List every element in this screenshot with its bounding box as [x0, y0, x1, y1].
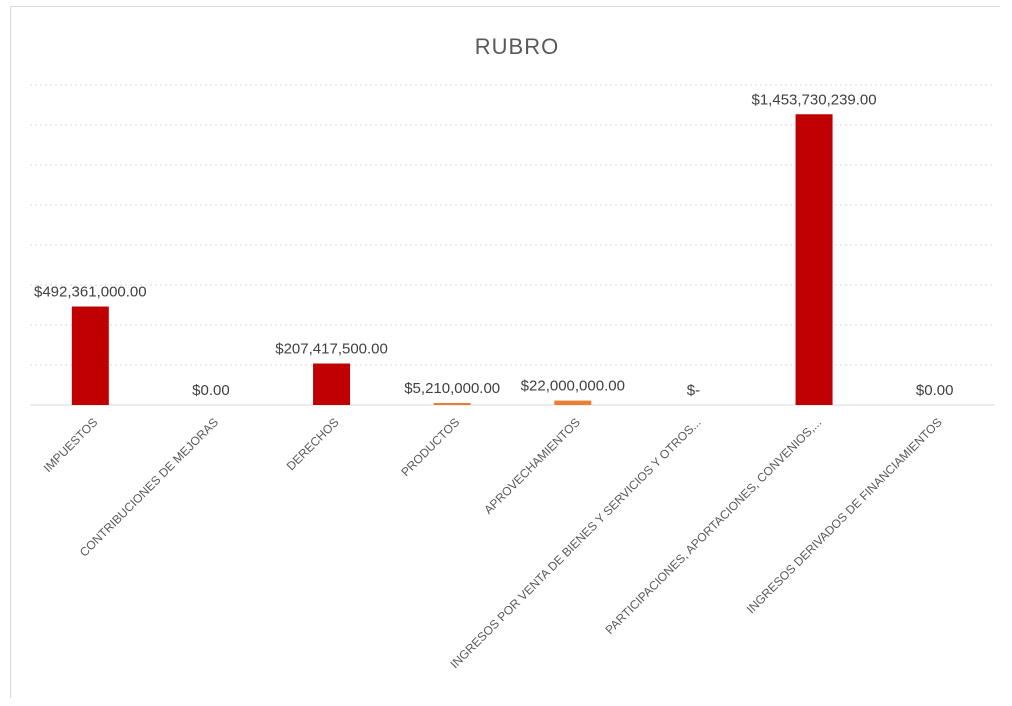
data-label: $207,417,500.00	[275, 341, 388, 358]
bar	[554, 400, 592, 405]
x-tick-label: IMPUESTOS	[41, 415, 101, 475]
x-tick-label: CONTRIBUCIONES DE MEJORAS	[77, 415, 221, 559]
bar	[313, 363, 351, 405]
x-tick-label: INGRESOS POR VENTA DE BIENES Y SERVICIOS…	[448, 415, 704, 671]
data-label: $1,453,730,239.00	[752, 91, 877, 108]
x-tick-label: PRODUCTOS	[398, 415, 462, 479]
data-label: $22,000,000.00	[521, 378, 625, 395]
data-labels: $492,361,000.00 $0.00 $207,417,500.00 $5,21…	[34, 91, 953, 399]
bar	[795, 114, 833, 405]
data-label: $-	[687, 382, 700, 399]
chart-title: RUBRO	[475, 34, 559, 59]
bars	[71, 114, 833, 405]
x-tick-label: INGRESOS DERIVADOS DE FINANCIAMIENTOS	[744, 415, 945, 616]
gridlines	[30, 84, 995, 406]
x-tick-label: DERECHOS	[284, 415, 342, 473]
x-tick-label: PARTICIPACIONES, APORTACIONES, CONVENIOS…	[602, 415, 824, 637]
x-tick-label: APROVECHAMIENTOS	[481, 415, 583, 517]
chart-frame	[10, 6, 1000, 698]
data-label: $0.00	[192, 382, 230, 399]
data-label: $492,361,000.00	[34, 284, 147, 301]
bar	[71, 306, 109, 405]
data-label: $5,210,000.00	[404, 380, 500, 397]
data-label: $0.00	[916, 382, 954, 399]
bar	[433, 403, 471, 405]
